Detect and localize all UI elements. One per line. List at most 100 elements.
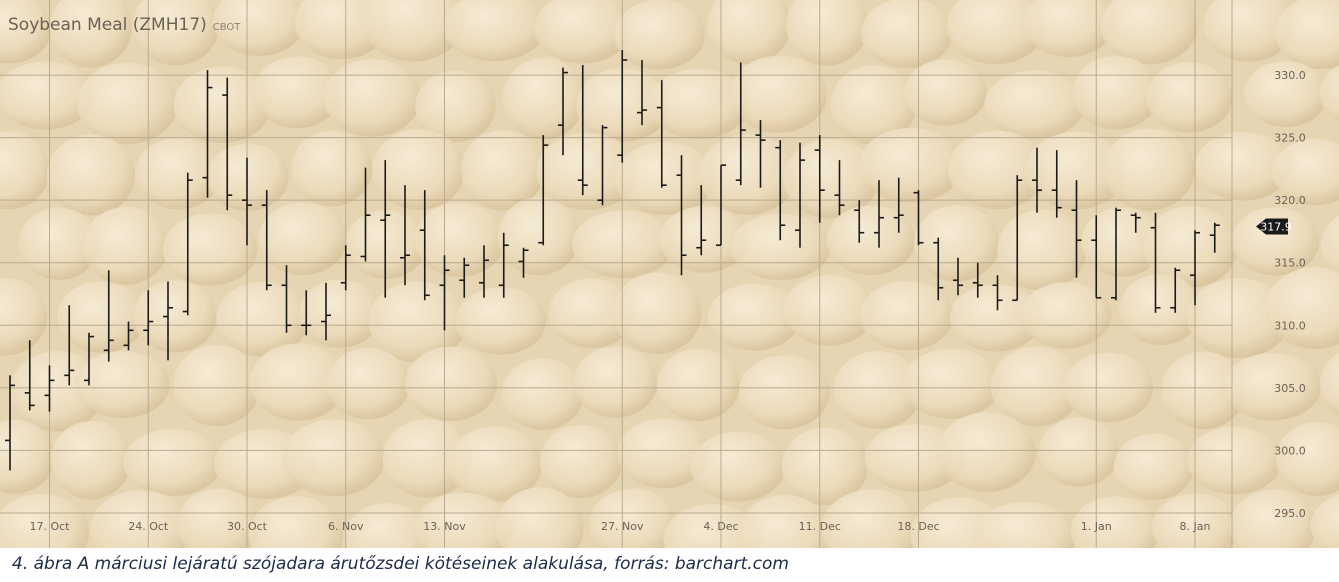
bean [455, 287, 547, 355]
bean [283, 419, 385, 497]
bean [173, 344, 261, 427]
bean [448, 426, 543, 502]
bean [1020, 282, 1112, 349]
bean [501, 358, 584, 430]
bean [497, 197, 580, 276]
y-tick-label: 305.0 [1274, 382, 1306, 395]
bean [614, 0, 705, 70]
bean [77, 62, 178, 145]
bean [0, 278, 48, 356]
bean [1195, 131, 1292, 201]
bean [657, 348, 740, 422]
bean [1203, 0, 1295, 62]
bean [413, 492, 514, 548]
bean [1070, 496, 1160, 548]
bean [738, 355, 830, 430]
bean [133, 280, 217, 353]
x-tick-label: 30. Oct [227, 520, 268, 533]
bean [291, 130, 373, 207]
x-tick-label: 1. Jan [1081, 520, 1112, 533]
bean [382, 418, 472, 498]
bean [326, 348, 410, 420]
bean [74, 351, 170, 419]
bean [46, 134, 136, 216]
bean [253, 56, 341, 129]
bean [1231, 207, 1320, 276]
bean [1100, 0, 1198, 65]
x-tick-label: 24. Oct [128, 520, 169, 533]
bean [1119, 274, 1202, 345]
bean [0, 0, 52, 64]
bean [534, 0, 631, 64]
bean [786, 0, 868, 66]
bean [781, 427, 868, 506]
x-tick-label: 6. Nov [328, 520, 364, 533]
caption: 4. ábra A márciusi lejáratú szójadara ár… [12, 554, 789, 574]
bean [1081, 207, 1164, 277]
bean [1229, 489, 1317, 548]
bean [730, 55, 827, 133]
bean [612, 272, 702, 355]
exchange-text: CBOT [213, 22, 242, 33]
bean [414, 202, 505, 277]
bean [1023, 0, 1115, 58]
bean [1161, 351, 1247, 430]
bean [258, 202, 347, 276]
bean [344, 503, 431, 548]
bean [937, 412, 1036, 493]
x-tick-label: 18. Dec [897, 520, 939, 533]
bean [990, 346, 1082, 427]
x-tick-label: 13. Nov [423, 520, 466, 533]
x-tick-label: 4. Dec [703, 520, 738, 533]
bean [1243, 61, 1328, 128]
bean [1222, 353, 1322, 421]
bean [698, 134, 798, 215]
bean [707, 283, 801, 351]
y-tick-label: 325.0 [1274, 132, 1306, 145]
bean [0, 61, 95, 130]
y-tick-label: 320.0 [1274, 194, 1306, 207]
bean [614, 142, 716, 215]
bean [1275, 422, 1339, 497]
y-tick-label: 310.0 [1274, 319, 1306, 332]
y-tick-label: 295.0 [1274, 507, 1306, 520]
last-price-tag [1256, 218, 1288, 235]
bean [1319, 353, 1339, 416]
bean [18, 207, 100, 280]
bean-texture [0, 0, 1339, 548]
bean [860, 281, 954, 351]
bean [82, 206, 169, 285]
bean [57, 281, 146, 353]
bean [49, 0, 132, 68]
bean [984, 70, 1085, 139]
bean [502, 57, 585, 140]
bean [299, 279, 382, 348]
y-tick-label: 315.0 [1274, 257, 1306, 270]
bean [90, 490, 192, 548]
bean [249, 496, 344, 548]
bean [690, 431, 786, 502]
bean [572, 210, 674, 279]
bean [997, 209, 1087, 291]
last-price-label: 317.9 [1260, 220, 1292, 233]
x-tick-label: 27. Nov [601, 520, 644, 533]
bean [123, 428, 222, 497]
bean [0, 131, 50, 210]
bean [913, 205, 1000, 282]
title-text: Soybean Meal (ZMH17) [8, 15, 207, 35]
bean [783, 274, 876, 346]
bean [372, 129, 466, 210]
chart-title: Soybean Meal (ZMH17) CBOT [8, 15, 241, 35]
bean [589, 488, 677, 548]
bean [324, 59, 421, 137]
x-tick-label: 11. Dec [799, 520, 841, 533]
bean [415, 70, 496, 143]
bean [904, 59, 987, 126]
bean [1265, 267, 1339, 349]
ohlc-bars [5, 50, 1220, 471]
bean [1113, 433, 1195, 501]
x-tick-label: 8. Jan [1180, 520, 1211, 533]
bean [1103, 128, 1195, 211]
bean [1072, 55, 1160, 130]
